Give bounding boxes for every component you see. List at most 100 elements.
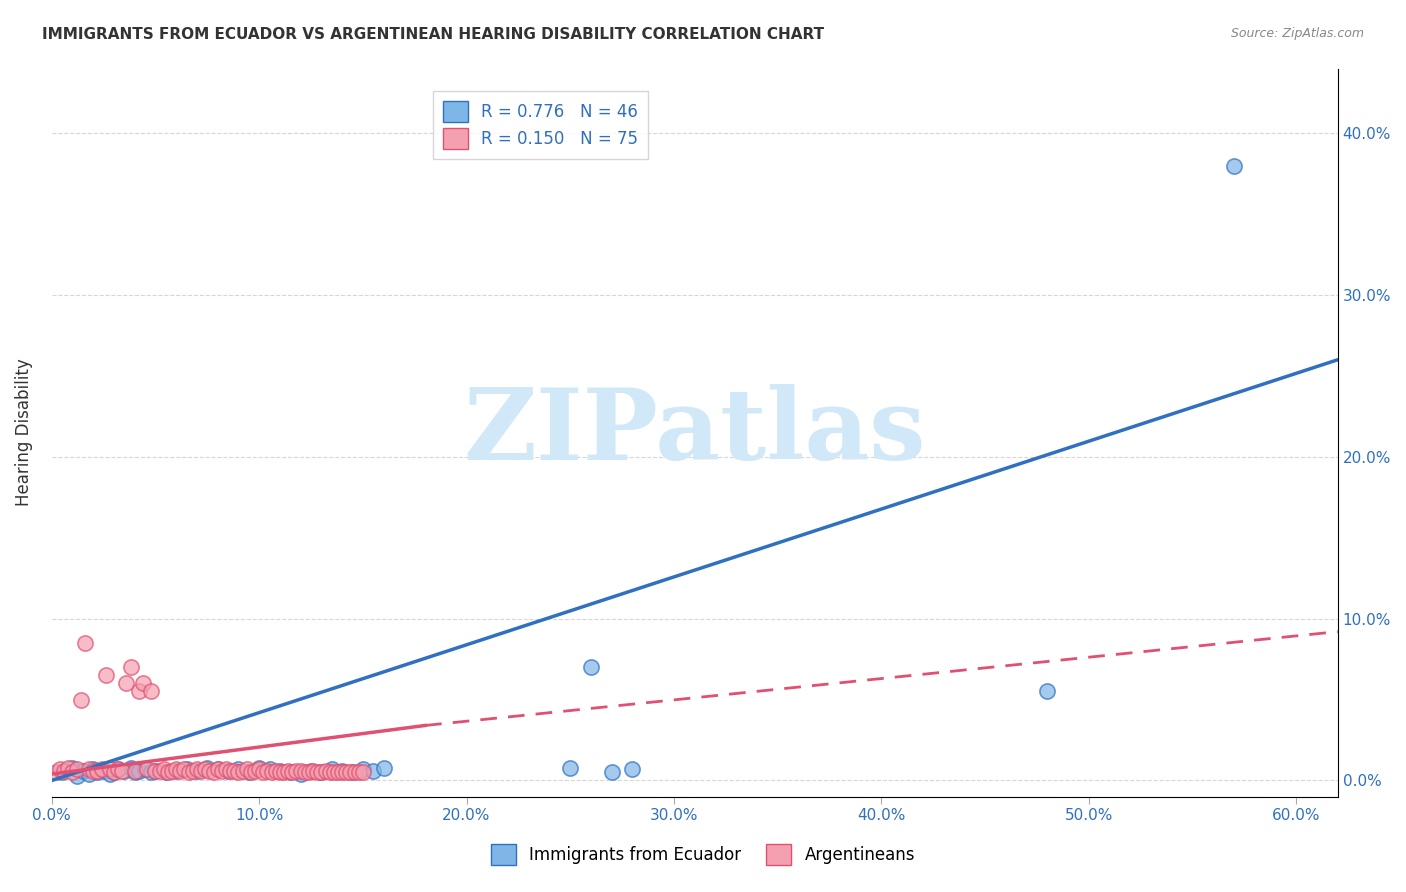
Point bbox=[290, 767, 312, 781]
Point bbox=[124, 765, 146, 780]
Point bbox=[98, 762, 121, 776]
Point bbox=[134, 762, 156, 776]
Point bbox=[228, 765, 250, 780]
Point bbox=[176, 762, 198, 776]
Point bbox=[228, 762, 250, 776]
Point bbox=[155, 765, 177, 780]
Point bbox=[322, 765, 344, 780]
Point bbox=[195, 760, 218, 774]
Point bbox=[141, 765, 163, 780]
Point bbox=[278, 765, 301, 780]
Point bbox=[361, 764, 384, 778]
Point bbox=[321, 762, 343, 776]
Point bbox=[165, 764, 187, 778]
Point bbox=[94, 668, 117, 682]
Point bbox=[98, 767, 121, 781]
Point bbox=[215, 762, 238, 776]
Point bbox=[156, 765, 179, 780]
Point bbox=[311, 765, 333, 780]
Text: IMMIGRANTS FROM ECUADOR VS ARGENTINEAN HEARING DISABILITY CORRELATION CHART: IMMIGRANTS FROM ECUADOR VS ARGENTINEAN H… bbox=[42, 27, 824, 42]
Point bbox=[252, 765, 274, 780]
Point bbox=[224, 764, 246, 778]
Point bbox=[373, 760, 395, 774]
Point bbox=[339, 765, 361, 780]
Point bbox=[169, 764, 191, 778]
Point bbox=[120, 760, 142, 774]
Legend: R = 0.776   N = 46, R = 0.150   N = 75: R = 0.776 N = 46, R = 0.150 N = 75 bbox=[433, 91, 648, 159]
Point bbox=[186, 764, 208, 778]
Point bbox=[560, 760, 582, 774]
Point bbox=[82, 762, 104, 776]
Point bbox=[232, 764, 254, 778]
Point bbox=[259, 762, 281, 776]
Point bbox=[207, 762, 229, 776]
Point bbox=[73, 636, 96, 650]
Point bbox=[600, 765, 623, 780]
Point bbox=[86, 765, 108, 780]
Point bbox=[302, 764, 325, 778]
Point bbox=[352, 765, 374, 780]
Point bbox=[141, 684, 163, 698]
Point bbox=[77, 767, 100, 781]
Point bbox=[128, 684, 150, 698]
Point bbox=[160, 764, 183, 778]
Point bbox=[66, 769, 89, 783]
Point bbox=[330, 764, 353, 778]
Text: Source: ZipAtlas.com: Source: ZipAtlas.com bbox=[1230, 27, 1364, 40]
Point bbox=[311, 765, 333, 780]
Point bbox=[62, 765, 84, 780]
Point bbox=[247, 762, 270, 776]
Point bbox=[219, 764, 242, 778]
Point bbox=[299, 764, 322, 778]
Point bbox=[343, 765, 366, 780]
Point bbox=[298, 765, 321, 780]
Point bbox=[243, 764, 266, 778]
Point bbox=[45, 765, 67, 780]
Point bbox=[136, 762, 159, 776]
Point bbox=[579, 660, 602, 674]
Point bbox=[352, 762, 374, 776]
Point bbox=[326, 765, 349, 780]
Point bbox=[235, 762, 257, 776]
Point bbox=[1223, 159, 1246, 173]
Point bbox=[90, 762, 112, 776]
Y-axis label: Hearing Disability: Hearing Disability bbox=[15, 359, 32, 507]
Point bbox=[49, 762, 72, 776]
Point bbox=[281, 765, 304, 780]
Point bbox=[190, 764, 212, 778]
Point bbox=[103, 765, 125, 780]
Point bbox=[149, 764, 172, 778]
Point bbox=[69, 692, 91, 706]
Point bbox=[318, 765, 340, 780]
Point bbox=[198, 764, 221, 778]
Point bbox=[186, 762, 208, 776]
Point bbox=[124, 764, 146, 778]
Point bbox=[239, 765, 262, 780]
Point bbox=[1036, 684, 1059, 698]
Point bbox=[238, 765, 260, 780]
Point bbox=[211, 764, 233, 778]
Point bbox=[120, 660, 142, 674]
Point bbox=[53, 764, 76, 778]
Point bbox=[342, 765, 364, 780]
Text: ZIPatlas: ZIPatlas bbox=[464, 384, 927, 481]
Point bbox=[273, 765, 295, 780]
Point bbox=[152, 762, 174, 776]
Point bbox=[315, 764, 337, 778]
Point bbox=[128, 764, 150, 778]
Point bbox=[93, 764, 115, 778]
Point bbox=[277, 764, 299, 778]
Point bbox=[207, 762, 229, 776]
Point bbox=[264, 764, 287, 778]
Point bbox=[145, 764, 167, 778]
Point bbox=[307, 765, 329, 780]
Point bbox=[285, 764, 308, 778]
Point bbox=[347, 765, 370, 780]
Point bbox=[194, 762, 217, 776]
Point bbox=[260, 765, 283, 780]
Point bbox=[132, 676, 155, 690]
Point bbox=[621, 762, 644, 776]
Point bbox=[112, 764, 135, 778]
Point bbox=[82, 764, 104, 778]
Point bbox=[294, 765, 316, 780]
